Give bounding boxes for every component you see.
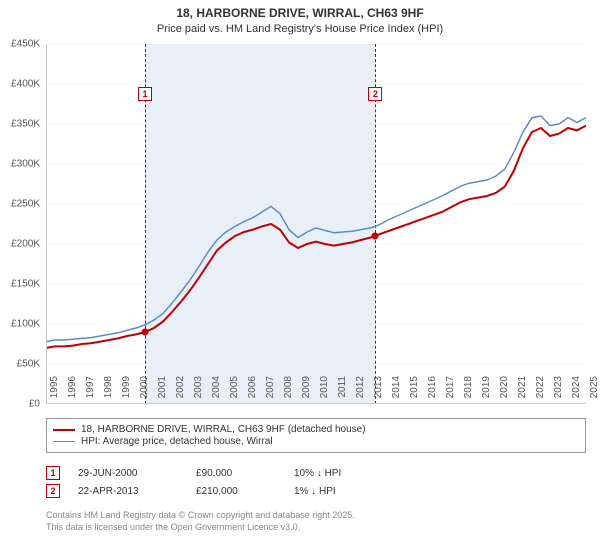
- x-axis-label: 2018: [463, 376, 474, 406]
- legend-item: HPI: Average price, detached house, Wirr…: [53, 436, 579, 447]
- x-axis-label: 2011: [337, 376, 348, 406]
- x-axis-label: 1996: [67, 376, 78, 406]
- x-axis-label: 2020: [499, 376, 510, 406]
- x-axis-label: 2004: [211, 376, 222, 406]
- sales-table: 1 29-JUN-2000 £90,000 10% ↓ HPI 2 22-APR-2013…: [46, 462, 586, 502]
- sale-index-badge: 1: [46, 466, 60, 480]
- x-axis-label: 2009: [301, 376, 312, 406]
- x-axis-label: 2013: [373, 376, 384, 406]
- x-axis-label: 2019: [481, 376, 492, 406]
- legend-swatch: [53, 429, 75, 431]
- chart-area: 12 £0£50K£100K£150K£200K£250K£300K£350K£…: [46, 44, 586, 404]
- legend-item: 18, HARBORNE DRIVE, WIRRAL, CH63 9HF (de…: [53, 424, 579, 435]
- x-axis-label: 2001: [157, 376, 168, 406]
- sale-price: £90,000: [196, 468, 276, 479]
- x-axis-label: 2002: [175, 376, 186, 406]
- x-axis-label: 2025: [589, 376, 600, 406]
- sale-date: 29-JUN-2000: [78, 468, 178, 479]
- x-axis-label: 2017: [445, 376, 456, 406]
- series-price_paid: [46, 126, 586, 348]
- x-axis-label: 1997: [85, 376, 96, 406]
- legend-label: 18, HARBORNE DRIVE, WIRRAL, CH63 9HF (de…: [81, 424, 366, 435]
- x-axis-label: 2000: [139, 376, 150, 406]
- sale-delta: 10% ↓ HPI: [294, 468, 394, 479]
- y-axis-label: £100K: [0, 319, 40, 330]
- sale-point: [372, 233, 379, 240]
- x-axis-label: 2016: [427, 376, 438, 406]
- x-axis-label: 1999: [121, 376, 132, 406]
- chart-subtitle: Price paid vs. HM Land Registry's House …: [0, 22, 600, 36]
- chart-container: 18, HARBORNE DRIVE, WIRRAL, CH63 9HF Pri…: [0, 0, 600, 560]
- y-axis-label: £150K: [0, 279, 40, 290]
- chart-title: 18, HARBORNE DRIVE, WIRRAL, CH63 9HF: [0, 0, 600, 22]
- plot-region: 12: [46, 44, 586, 404]
- x-axis-label: 2014: [391, 376, 402, 406]
- y-axis-label: £300K: [0, 159, 40, 170]
- y-axis-label: £200K: [0, 239, 40, 250]
- x-axis-label: 2008: [283, 376, 294, 406]
- y-axis-label: £350K: [0, 119, 40, 130]
- attribution-line: This data is licensed under the Open Gov…: [46, 522, 355, 534]
- x-axis-label: 2010: [319, 376, 330, 406]
- attribution: Contains HM Land Registry data © Crown c…: [46, 510, 355, 533]
- x-axis-label: 1995: [49, 376, 60, 406]
- y-axis-label: £450K: [0, 39, 40, 50]
- sale-date: 22-APR-2013: [78, 486, 178, 497]
- series-lines: [46, 44, 586, 404]
- x-axis-label: 2024: [571, 376, 582, 406]
- legend: 18, HARBORNE DRIVE, WIRRAL, CH63 9HF (de…: [46, 418, 586, 453]
- x-axis-label: 2023: [553, 376, 564, 406]
- legend-swatch: [53, 441, 75, 443]
- x-axis-label: 2012: [355, 376, 366, 406]
- sale-index-badge: 2: [46, 484, 60, 498]
- x-axis-label: 2015: [409, 376, 420, 406]
- y-axis-label: £400K: [0, 79, 40, 90]
- y-axis-label: £50K: [0, 359, 40, 370]
- sale-price: £210,000: [196, 486, 276, 497]
- sale-point: [142, 329, 149, 336]
- x-axis-label: 1998: [103, 376, 114, 406]
- attribution-line: Contains HM Land Registry data © Crown c…: [46, 510, 355, 522]
- sale-delta: 1% ↓ HPI: [294, 486, 394, 497]
- y-axis-label: £250K: [0, 199, 40, 210]
- legend-label: HPI: Average price, detached house, Wirr…: [81, 436, 273, 447]
- x-axis-label: 2003: [193, 376, 204, 406]
- x-axis-label: 2005: [229, 376, 240, 406]
- x-axis-label: 2007: [265, 376, 276, 406]
- x-axis-label: 2021: [517, 376, 528, 406]
- sale-row: 1 29-JUN-2000 £90,000 10% ↓ HPI: [46, 466, 586, 480]
- x-axis-label: 2006: [247, 376, 258, 406]
- series-hpi: [46, 116, 586, 342]
- sale-row: 2 22-APR-2013 £210,000 1% ↓ HPI: [46, 484, 586, 498]
- x-axis-label: 2022: [535, 376, 546, 406]
- y-axis-label: £0: [0, 399, 40, 410]
